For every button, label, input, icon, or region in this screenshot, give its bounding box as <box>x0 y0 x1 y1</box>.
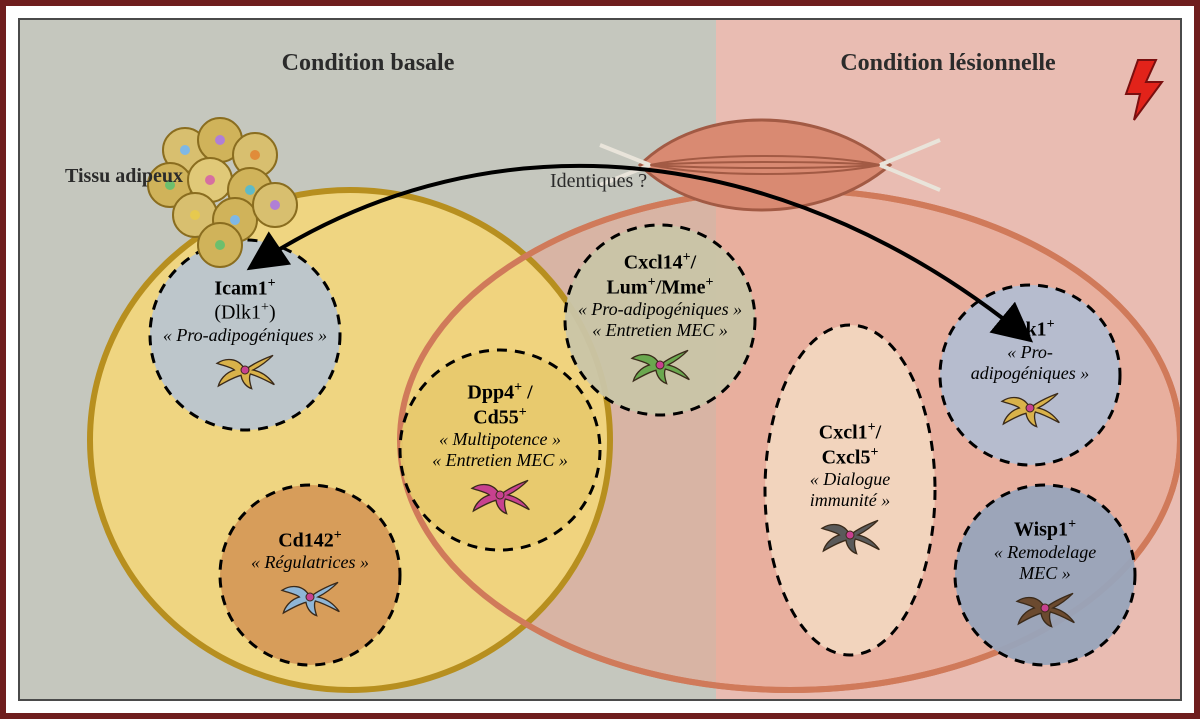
lightning-icon <box>1126 60 1162 120</box>
diagram-canvas <box>20 20 1180 699</box>
diagram-frame: Condition basale Condition lésionnelle T… <box>0 0 1200 719</box>
inner-panel: Condition basale Condition lésionnelle T… <box>18 18 1182 701</box>
pop-icam1 <box>150 240 340 430</box>
pop-wisp1 <box>955 485 1135 665</box>
pop-dlk1 <box>940 285 1120 465</box>
pop-cxcl14 <box>565 225 755 415</box>
pop-cxcl1 <box>765 325 935 655</box>
label-tissu-adipeux: Tissu adipeux <box>65 165 183 188</box>
pop-dpp4 <box>400 350 600 550</box>
pop-cd142 <box>220 485 400 665</box>
label-identiques: Identiques ? <box>550 170 647 193</box>
